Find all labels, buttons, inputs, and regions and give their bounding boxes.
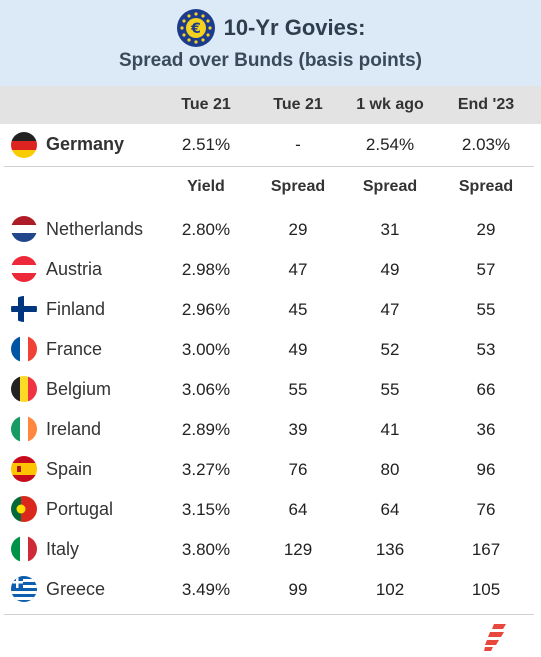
country-name: Belgium bbox=[46, 379, 112, 399]
table-cell: 3.27% bbox=[181, 460, 231, 479]
subheader-row: Yield Spread Spread Spread bbox=[0, 168, 541, 208]
table-cell: 49 bbox=[380, 260, 400, 279]
spain-flag-icon bbox=[11, 456, 37, 482]
column-header-row: Tue 21 Tue 21 1 wk ago End '23 bbox=[0, 86, 541, 124]
table-row: Italy 3.80% 129 136 167 bbox=[0, 530, 541, 570]
table-cell: 55 bbox=[476, 300, 496, 319]
table-row: Finland 2.96% 45 47 55 bbox=[0, 290, 541, 330]
column-header: End '23 bbox=[457, 96, 515, 113]
table-cell: 36 bbox=[476, 420, 496, 439]
table-cell: 47 bbox=[380, 300, 400, 319]
table-row: Spain 3.27% 76 80 96 bbox=[0, 450, 541, 490]
table-cell: 3.49% bbox=[181, 580, 231, 599]
header: € 10-Yr Govies: Spread over Bunds (basis… bbox=[0, 0, 541, 86]
table-cell: 102 bbox=[375, 580, 405, 599]
table-cell: - bbox=[295, 135, 301, 154]
column-header: Tue 21 bbox=[181, 96, 231, 113]
benchmark-name: Germany bbox=[46, 134, 125, 154]
italy-flag-icon bbox=[11, 536, 37, 562]
table-cell: 76 bbox=[476, 500, 496, 519]
table-cell: 29 bbox=[476, 220, 496, 239]
table-cell: 76 bbox=[288, 460, 308, 479]
column-header: 1 wk ago bbox=[356, 96, 424, 113]
table-cell: 52 bbox=[380, 340, 400, 359]
ireland-flag-icon bbox=[11, 416, 37, 442]
table-cell: 49 bbox=[288, 340, 308, 359]
table-cell: 99 bbox=[288, 580, 308, 599]
euro-coin-icon: € bbox=[176, 9, 215, 47]
table-cell: 3.00% bbox=[181, 340, 231, 359]
table-cell: 64 bbox=[380, 500, 400, 519]
brand-logo-icon bbox=[484, 624, 506, 651]
country-name: Austria bbox=[46, 259, 103, 279]
table-cell: 2.03% bbox=[461, 135, 511, 154]
table-row: Netherlands 2.80% 29 31 29 bbox=[0, 210, 541, 250]
table-cell: 57 bbox=[476, 260, 496, 279]
table-cell: 64 bbox=[288, 500, 308, 519]
table-cell: 45 bbox=[288, 300, 308, 319]
country-name: Spain bbox=[46, 459, 93, 479]
subheader: Spread bbox=[458, 178, 514, 195]
table-cell: 29 bbox=[288, 220, 308, 239]
table-cell: 2.89% bbox=[181, 420, 231, 439]
table-cell: 39 bbox=[288, 420, 308, 439]
subheader: Spread bbox=[270, 178, 326, 195]
finland-flag-icon bbox=[11, 296, 37, 322]
netherlands-flag-icon bbox=[11, 216, 37, 242]
table-cell: 53 bbox=[476, 340, 496, 359]
divider bbox=[4, 166, 534, 167]
table-row: Portugal 3.15% 64 64 76 bbox=[0, 490, 541, 530]
country-name: France bbox=[46, 339, 103, 359]
greece-flag-icon bbox=[11, 576, 37, 602]
benchmark-row: Germany 2.51% - 2.54% 2.03% bbox=[0, 125, 541, 165]
table-cell: 66 bbox=[476, 380, 496, 399]
country-name: Finland bbox=[46, 299, 106, 319]
table-cell: 31 bbox=[380, 220, 400, 239]
table-row: Ireland 2.89% 39 41 36 bbox=[0, 410, 541, 450]
country-name: Portugal bbox=[46, 499, 114, 519]
page-title: 10-Yr Govies: bbox=[223, 15, 366, 40]
table-cell: 2.98% bbox=[181, 260, 231, 279]
table-row: Belgium 3.06% 55 55 66 bbox=[0, 370, 541, 410]
table-cell: 105 bbox=[471, 580, 501, 599]
subheader: Yield bbox=[187, 178, 225, 195]
table-cell: 41 bbox=[380, 420, 400, 439]
table-row: France 3.00% 49 52 53 bbox=[0, 330, 541, 370]
table-cell: 96 bbox=[476, 460, 496, 479]
france-flag-icon bbox=[11, 336, 37, 362]
country-name: Ireland bbox=[46, 419, 102, 439]
column-header: Tue 21 bbox=[273, 96, 323, 113]
table-cell: 136 bbox=[375, 540, 405, 559]
title-row: € 10-Yr Govies: bbox=[0, 8, 541, 48]
country-name: Netherlands bbox=[46, 219, 144, 239]
svg-text:€: € bbox=[190, 21, 201, 37]
table-cell: 3.80% bbox=[181, 540, 231, 559]
table-cell: 3.15% bbox=[181, 500, 231, 519]
austria-flag-icon bbox=[11, 256, 37, 282]
table-cell: 2.80% bbox=[181, 220, 231, 239]
portugal-flag-icon bbox=[11, 496, 37, 522]
germany-flag-icon bbox=[11, 132, 37, 158]
table-cell: 2.54% bbox=[365, 135, 415, 154]
table-cell: 2.51% bbox=[181, 135, 231, 154]
country-name: Italy bbox=[46, 539, 80, 559]
table-cell: 47 bbox=[288, 260, 308, 279]
divider bbox=[4, 614, 534, 615]
table-cell: 129 bbox=[283, 540, 313, 559]
table-cell: 55 bbox=[380, 380, 400, 399]
table-cell: 80 bbox=[380, 460, 400, 479]
country-name: Greece bbox=[46, 579, 106, 599]
table-cell: 167 bbox=[471, 540, 501, 559]
page-subtitle: Spread over Bunds (basis points) bbox=[119, 50, 422, 71]
subheader: Spread bbox=[362, 178, 418, 195]
belgium-flag-icon bbox=[11, 376, 37, 402]
table-cell: 2.96% bbox=[181, 300, 231, 319]
table-cell: 3.06% bbox=[181, 380, 231, 399]
table-row: Austria 2.98% 47 49 57 bbox=[0, 250, 541, 290]
table-cell: 55 bbox=[288, 380, 308, 399]
table-row: Greece 3.49% 99 102 105 bbox=[0, 570, 541, 610]
